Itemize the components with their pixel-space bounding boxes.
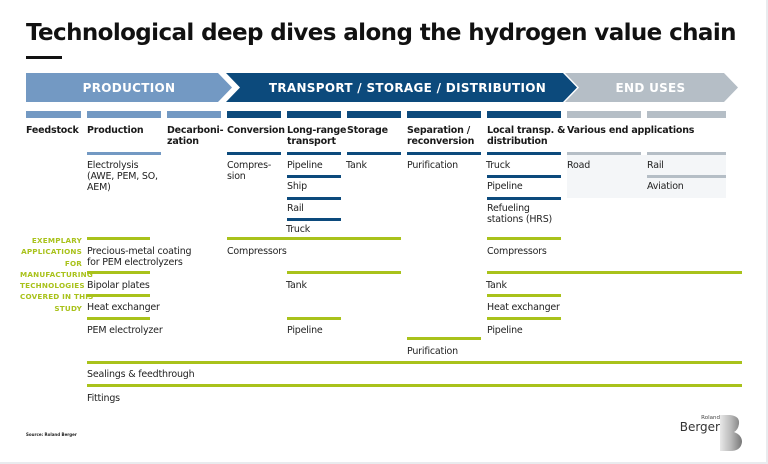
subline: [407, 152, 481, 155]
header-conversion: Conversion: [227, 125, 285, 136]
app-purification: Purification: [407, 346, 458, 357]
subline: [567, 152, 641, 155]
side-label: EXEMPLARY APPLICATIONS FOR MANUFACTURING…: [20, 236, 94, 313]
app-pem-electrolyzer: PEM electrolyzer: [87, 325, 163, 336]
col-bar: [567, 111, 641, 118]
header-separation: Separation / reconversion: [407, 125, 475, 147]
app-compressors: Compressors: [227, 246, 287, 257]
roland-berger-logo: Roland Berger: [670, 415, 720, 434]
slide-title: Technological deep dives along the hydro…: [26, 20, 736, 46]
col-bar: [407, 111, 481, 118]
production-arrow: [26, 73, 232, 102]
col-bar: [347, 111, 401, 118]
tech-local-truck: Truck: [486, 160, 511, 171]
tech-aviation: Aviation: [647, 181, 684, 192]
tech-tank: Tank: [346, 160, 367, 171]
phase-production: PRODUCTION: [82, 80, 176, 95]
subline: [487, 152, 561, 155]
green-line: [287, 271, 401, 274]
tech-rail-end: Rail: [647, 160, 664, 171]
subline: [287, 197, 341, 200]
col-bar: [647, 111, 726, 118]
green-line: [227, 237, 401, 240]
header-production: Production: [87, 125, 144, 136]
green-line: [87, 317, 150, 320]
green-line: [87, 361, 742, 364]
header-local: Local transp. & distribution: [487, 125, 566, 147]
app-tank: Tank: [286, 280, 307, 291]
tech-electrolysis: Electrolysis (AWE, PEM, SO, AEM): [87, 160, 158, 193]
green-line: [87, 384, 742, 387]
app-pipeline: Pipeline: [487, 325, 523, 336]
subline: [487, 197, 561, 200]
green-line: [487, 271, 742, 274]
subline: [647, 152, 726, 155]
green-line: [87, 294, 150, 297]
title-underline: [26, 56, 62, 59]
tech-ship: Ship: [287, 181, 307, 192]
subline: [287, 175, 341, 178]
end-uses-arrow: [565, 73, 738, 102]
col-bar: [287, 111, 341, 118]
app-bipolar-plates: Bipolar plates: [87, 280, 150, 291]
tech-rail: Rail: [287, 203, 304, 214]
tech-road: Road: [567, 160, 591, 171]
tech-truck: Truck: [286, 224, 311, 235]
app-fittings: Fittings: [87, 393, 120, 404]
app-heat-exchanger: Heat exchanger: [487, 302, 560, 313]
col-bar: [167, 111, 221, 118]
col-bar: [487, 111, 561, 118]
green-line: [87, 271, 150, 274]
phase-arrows: [26, 73, 738, 102]
phase-end-uses: END USES: [615, 80, 686, 95]
app-heat-exchanger: Heat exchanger: [87, 302, 160, 313]
subline: [287, 152, 341, 155]
app-sealings: Sealings & feedthrough: [87, 369, 195, 380]
subline: [347, 152, 401, 155]
header-long-range: Long-range transport: [287, 125, 347, 147]
app-precious-metal-coating: Precious-metal coating for PEM electroly…: [87, 246, 192, 268]
app-compressors: Compressors: [487, 246, 547, 257]
green-line: [487, 237, 561, 240]
tech-refueling-stations: Refueling stations (HRS): [487, 203, 553, 225]
app-tank: Tank: [486, 280, 507, 291]
col-bar: [227, 111, 281, 118]
tech-purification: Purification: [407, 160, 458, 171]
col-bar: [87, 111, 161, 118]
tech-pipeline: Pipeline: [287, 160, 323, 171]
green-line: [487, 317, 561, 320]
header-decarbonization: Decarboni- zation: [167, 125, 224, 147]
green-line: [407, 337, 481, 340]
subline: [87, 152, 161, 155]
phase-transport: TRANSPORT / STORAGE / DISTRIBUTION: [268, 80, 547, 95]
subline: [287, 218, 341, 221]
green-line: [87, 237, 150, 240]
subline: [647, 175, 726, 178]
green-line: [287, 317, 341, 320]
source-note: Source: Roland Berger: [26, 432, 77, 437]
header-feedstock: Feedstock: [26, 125, 79, 136]
transport-arrow: [226, 73, 577, 102]
green-line: [487, 294, 561, 297]
col-bar: [26, 111, 81, 118]
tech-local-pipeline: Pipeline: [487, 181, 523, 192]
subline: [227, 152, 281, 155]
logo-b-mark-icon: [720, 415, 742, 451]
tech-compression: Compres- sion: [227, 160, 272, 182]
header-end-uses: Various end applications: [567, 125, 695, 136]
subline: [487, 175, 561, 178]
header-storage: Storage: [347, 125, 388, 136]
logo-berger: Berger: [679, 420, 720, 434]
app-pipeline: Pipeline: [287, 325, 323, 336]
logo-roland: Roland: [701, 415, 720, 421]
